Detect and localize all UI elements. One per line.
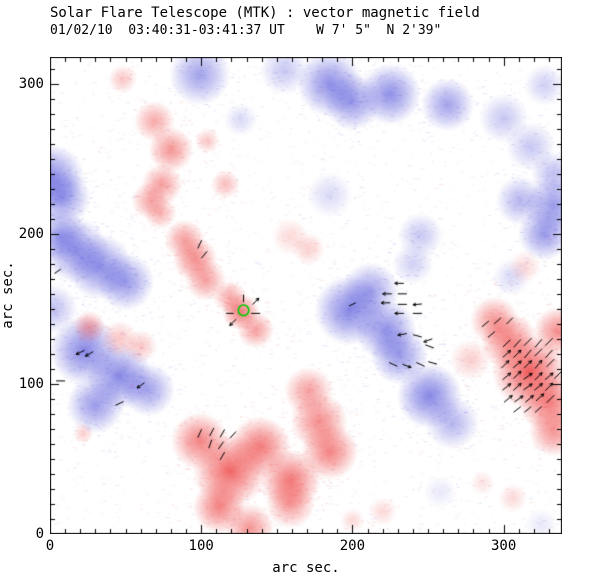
x-axis-label: arc sec. bbox=[272, 560, 340, 576]
plot-title: Solar Flare Telescope (MTK) : vector mag… bbox=[50, 5, 480, 21]
plot-subtitle: 01/02/10 03:40:31-03:41:37 UT W 7' 5" N … bbox=[50, 23, 442, 38]
y-tick-label: 0 bbox=[35, 526, 44, 542]
x-tick-label: 0 bbox=[45, 538, 55, 554]
plot-area bbox=[50, 57, 562, 534]
y-tick-label: 200 bbox=[18, 225, 44, 242]
y-tick-label: 100 bbox=[18, 375, 44, 392]
x-tick-label: 300 bbox=[490, 538, 517, 554]
magnetogram-canvas bbox=[50, 57, 562, 534]
x-tick-label: 200 bbox=[339, 538, 366, 554]
y-tick-label: 300 bbox=[18, 75, 44, 92]
x-tick-label: 100 bbox=[188, 538, 214, 554]
y-axis-label: arc sec. bbox=[0, 261, 16, 329]
